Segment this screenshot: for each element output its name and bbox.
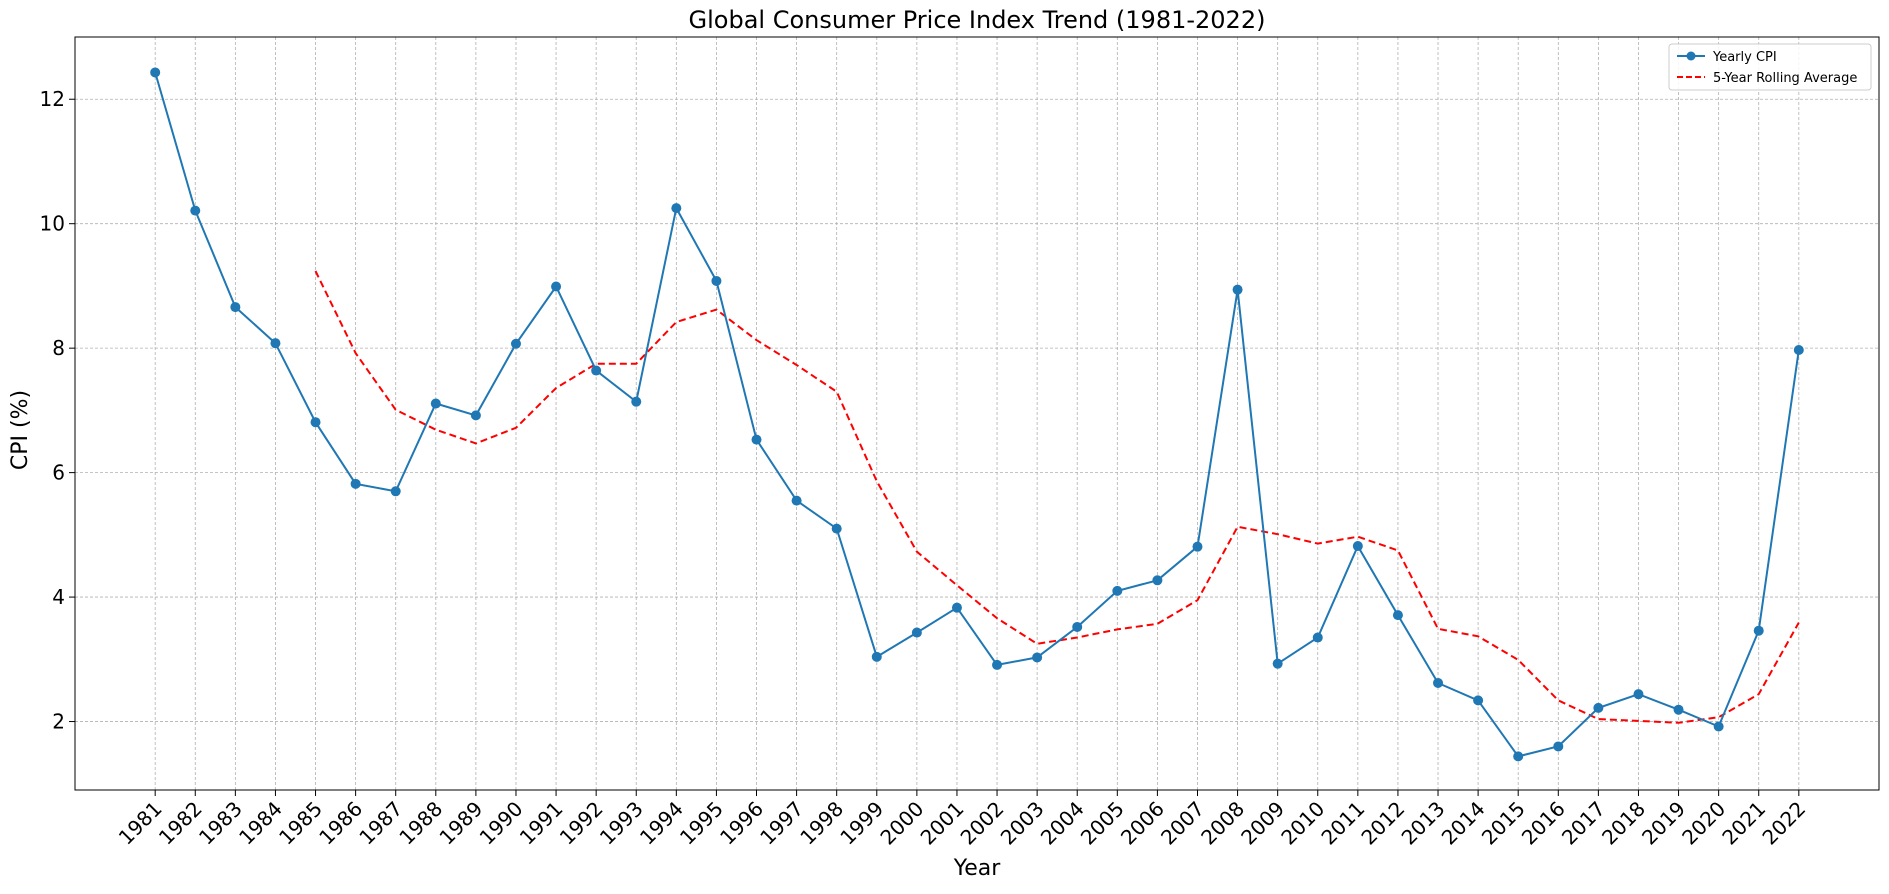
yearly-cpi-point	[1312, 632, 1323, 643]
y-tick-label: 6	[52, 461, 65, 485]
yearly-cpi-line	[154, 72, 1800, 758]
legend-box	[1668, 43, 1872, 91]
yearly-cpi-point	[1673, 704, 1684, 715]
rolling-average-line	[314, 270, 1800, 724]
yearly-cpi-point	[1553, 741, 1564, 752]
y-tick-label: 8	[52, 336, 65, 360]
yearly-cpi-point	[190, 205, 201, 216]
yearly-cpi-point	[270, 338, 281, 349]
yearly-cpi-point	[1232, 284, 1243, 295]
yearly-cpi-point	[1392, 610, 1403, 621]
series-layer	[150, 67, 1804, 762]
plot-frame	[74, 36, 1880, 791]
yearly-cpi-point	[911, 627, 922, 638]
yearly-cpi-point	[1433, 677, 1444, 688]
yearly-cpi-point	[711, 275, 722, 286]
y-tick-label: 12	[40, 87, 65, 111]
yearly-cpi-point	[470, 410, 481, 421]
yearly-cpi-point	[1272, 658, 1283, 669]
yearly-cpi-point	[1753, 625, 1764, 636]
yearly-cpi-point	[551, 281, 562, 292]
y-tick-label: 2	[52, 710, 65, 734]
yearly-cpi-point	[430, 398, 441, 409]
yearly-cpi-point	[631, 396, 642, 407]
yearly-cpi-point	[751, 434, 762, 445]
legend-label: Yearly CPI	[1712, 50, 1777, 65]
yearly-cpi-point	[1112, 585, 1123, 596]
y-tick-label: 4	[52, 585, 65, 609]
yearly-cpi-point	[1152, 575, 1163, 586]
yearly-cpi-point	[1633, 689, 1644, 700]
legend-marker	[1686, 51, 1696, 61]
legend: Yearly CPI 5-Year Rolling Average	[1668, 43, 1872, 91]
legend-label: 5-Year Rolling Average	[1713, 71, 1857, 86]
chart-title: Global Consumer Price Index Trend (1981-…	[689, 6, 1266, 34]
yearly-cpi-point	[1513, 751, 1524, 762]
yearly-cpi-point	[310, 417, 321, 428]
yearly-cpi-point	[992, 659, 1003, 670]
x-axis-label: Year	[953, 856, 1002, 881]
y-axis: 2 4 6 8 10 12	[40, 87, 75, 734]
yearly-cpi-point	[1473, 695, 1484, 706]
yearly-cpi-point	[510, 338, 521, 349]
yearly-cpi-point	[831, 523, 842, 534]
yearly-cpi-point	[1192, 541, 1203, 552]
yearly-cpi-point	[230, 302, 241, 313]
y-tick-label: 10	[40, 212, 65, 236]
yearly-cpi-point	[1793, 345, 1804, 356]
yearly-cpi-point	[791, 495, 802, 506]
yearly-cpi-point	[150, 67, 161, 78]
yearly-cpi-point	[1072, 621, 1083, 632]
yearly-cpi-point	[350, 478, 361, 489]
yearly-cpi-point	[1352, 541, 1363, 552]
yearly-cpi-point	[1713, 721, 1724, 732]
yearly-cpi-point	[671, 203, 682, 214]
yearly-cpi-point	[591, 365, 602, 376]
yearly-cpi-point	[871, 651, 882, 662]
yearly-cpi-point	[390, 486, 401, 497]
yearly-cpi-point	[1593, 702, 1604, 713]
yearly-cpi-point	[951, 602, 962, 613]
yearly-cpi-point	[1032, 652, 1043, 663]
y-axis-label: CPI (%)	[8, 390, 33, 470]
grid-lines	[75, 37, 1879, 790]
